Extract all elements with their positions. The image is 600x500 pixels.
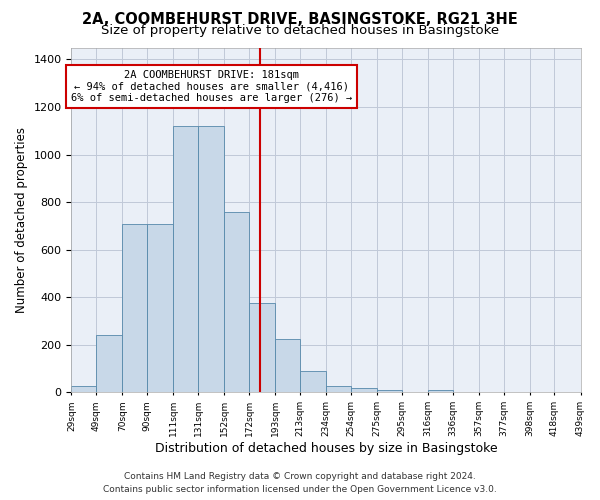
Text: 2A, COOMBEHURST DRIVE, BASINGSTOKE, RG21 3HE: 2A, COOMBEHURST DRIVE, BASINGSTOKE, RG21… xyxy=(82,12,518,28)
Bar xyxy=(122,224,147,392)
Text: Size of property relative to detached houses in Basingstoke: Size of property relative to detached ho… xyxy=(101,24,499,37)
Text: 2A COOMBEHURST DRIVE: 181sqm
← 94% of detached houses are smaller (4,416)
6% of : 2A COOMBEHURST DRIVE: 181sqm ← 94% of de… xyxy=(71,70,352,103)
Bar xyxy=(249,303,275,392)
Bar xyxy=(173,126,198,392)
Bar xyxy=(300,371,326,392)
Bar xyxy=(198,126,224,392)
Bar xyxy=(71,386,96,392)
Y-axis label: Number of detached properties: Number of detached properties xyxy=(15,127,28,313)
X-axis label: Distribution of detached houses by size in Basingstoke: Distribution of detached houses by size … xyxy=(155,442,497,455)
Bar xyxy=(428,390,452,392)
Bar xyxy=(326,386,351,392)
Text: Contains HM Land Registry data © Crown copyright and database right 2024.
Contai: Contains HM Land Registry data © Crown c… xyxy=(103,472,497,494)
Bar xyxy=(147,224,173,392)
Bar xyxy=(224,212,249,392)
Bar xyxy=(351,388,377,392)
Bar xyxy=(96,336,122,392)
Bar xyxy=(377,390,401,392)
Bar xyxy=(275,339,300,392)
